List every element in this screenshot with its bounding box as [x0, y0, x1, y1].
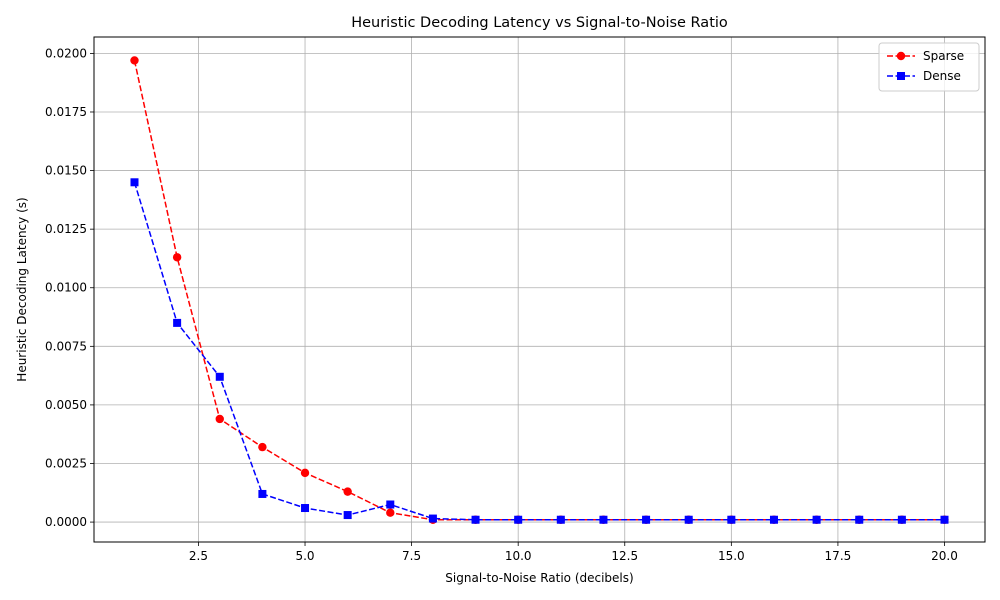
x-tick-label: 5.0	[295, 549, 314, 563]
dense-point	[855, 515, 864, 524]
y-tick-label: 0.0050	[45, 398, 87, 412]
dense-point	[940, 515, 949, 524]
y-tick-label: 0.0075	[45, 339, 87, 353]
legend-marker-dense	[897, 72, 905, 80]
chart-title: Heuristic Decoding Latency vs Signal-to-…	[351, 15, 728, 31]
legend: Sparse Dense	[878, 42, 980, 92]
dense-point	[812, 515, 821, 524]
legend-label-sparse: Sparse	[923, 49, 964, 63]
dense-point	[130, 178, 139, 187]
dense-point	[173, 318, 182, 327]
x-tick-label: 12.5	[611, 549, 638, 563]
dense-point	[599, 515, 608, 524]
x-axis-label: Signal-to-Noise Ratio (decibels)	[445, 571, 633, 585]
dense-series-line	[133, 182, 945, 521]
x-tick-label: 15.0	[718, 549, 745, 563]
sparse-point	[386, 508, 395, 517]
grid	[94, 37, 985, 542]
dense-point	[514, 515, 523, 524]
y-tick-label: 0.0125	[45, 222, 87, 236]
dense-point	[897, 515, 906, 524]
dense-point	[727, 515, 736, 524]
dense-point	[769, 515, 778, 524]
y-tick-label: 0.0100	[45, 281, 87, 295]
dense-point	[215, 372, 224, 381]
y-tick-label: 0.0025	[45, 456, 87, 470]
y-tick-label: 0.0175	[45, 105, 87, 119]
dense-point	[556, 515, 565, 524]
series-layer	[130, 56, 949, 524]
y-axis-label: Heuristic Decoding Latency (s)	[15, 197, 29, 381]
dense-point	[684, 515, 693, 524]
plot-frame	[93, 36, 986, 543]
legend-item-dense: Dense	[887, 69, 961, 83]
sparse-point	[172, 253, 182, 262]
dense-point	[471, 515, 480, 524]
sparse-point	[343, 487, 352, 496]
legend-label-dense: Dense	[923, 69, 961, 83]
dense-point	[343, 511, 352, 520]
sparse-point	[300, 468, 310, 478]
y-tick-label: 0.0150	[45, 164, 87, 178]
dense-point	[386, 500, 395, 509]
sparse-point	[258, 442, 267, 452]
legend-marker-sparse	[896, 51, 906, 61]
dense-point	[642, 515, 651, 524]
dense-point	[258, 489, 267, 498]
sparse-point	[130, 56, 139, 65]
dense-point	[301, 504, 310, 513]
dense-point	[428, 514, 437, 523]
x-tick-label: 17.5	[825, 549, 852, 563]
sparse-point	[215, 414, 224, 424]
y-tick-label: 0.0200	[45, 46, 87, 60]
legend-item-sparse: Sparse	[887, 49, 964, 63]
ticks: 2.5 5.0 7.5 10.0 12.5 15.0 17.5 20.0 0.0000 0.002…	[45, 46, 958, 563]
dense-series	[130, 178, 949, 524]
x-tick-label: 10.0	[505, 549, 532, 563]
x-tick-label: 7.5	[402, 549, 421, 563]
x-tick-label: 20.0	[931, 549, 958, 563]
y-tick-label: 0.0000	[45, 515, 87, 529]
x-tick-label: 2.5	[189, 549, 208, 563]
